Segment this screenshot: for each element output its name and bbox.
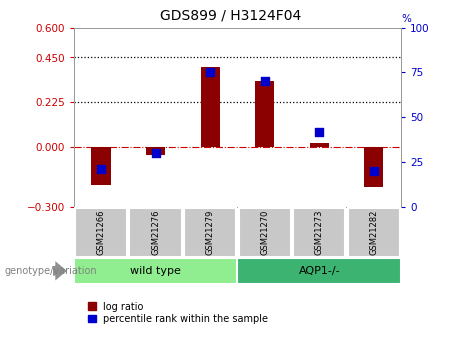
Text: GSM21282: GSM21282 bbox=[369, 209, 378, 255]
Text: GSM21270: GSM21270 bbox=[260, 209, 269, 255]
FancyBboxPatch shape bbox=[75, 207, 127, 257]
Point bbox=[370, 168, 378, 174]
Bar bbox=[91, 147, 111, 185]
Text: GSM21276: GSM21276 bbox=[151, 209, 160, 255]
Bar bbox=[310, 143, 329, 147]
Text: %: % bbox=[401, 14, 411, 24]
Legend: log ratio, percentile rank within the sample: log ratio, percentile rank within the sa… bbox=[88, 302, 268, 324]
Text: genotype/variation: genotype/variation bbox=[5, 266, 97, 276]
Point bbox=[97, 167, 105, 172]
FancyBboxPatch shape bbox=[130, 207, 182, 257]
Bar bbox=[364, 147, 384, 187]
FancyBboxPatch shape bbox=[237, 258, 401, 284]
Text: GSM21279: GSM21279 bbox=[206, 209, 215, 255]
Point bbox=[207, 70, 214, 75]
Point bbox=[261, 79, 268, 84]
Point bbox=[152, 150, 159, 156]
FancyBboxPatch shape bbox=[184, 207, 236, 257]
Text: GDS899 / H3124F04: GDS899 / H3124F04 bbox=[160, 9, 301, 23]
FancyBboxPatch shape bbox=[74, 258, 237, 284]
Point bbox=[315, 129, 323, 135]
FancyBboxPatch shape bbox=[238, 207, 291, 257]
Bar bbox=[255, 81, 274, 147]
FancyBboxPatch shape bbox=[293, 207, 345, 257]
Text: AQP1-/-: AQP1-/- bbox=[298, 266, 340, 276]
FancyBboxPatch shape bbox=[348, 207, 400, 257]
Text: GSM21266: GSM21266 bbox=[96, 209, 106, 255]
Text: wild type: wild type bbox=[130, 266, 181, 276]
Bar bbox=[201, 68, 220, 147]
Text: GSM21273: GSM21273 bbox=[315, 209, 324, 255]
FancyArrow shape bbox=[53, 261, 67, 280]
Bar bbox=[146, 147, 165, 155]
